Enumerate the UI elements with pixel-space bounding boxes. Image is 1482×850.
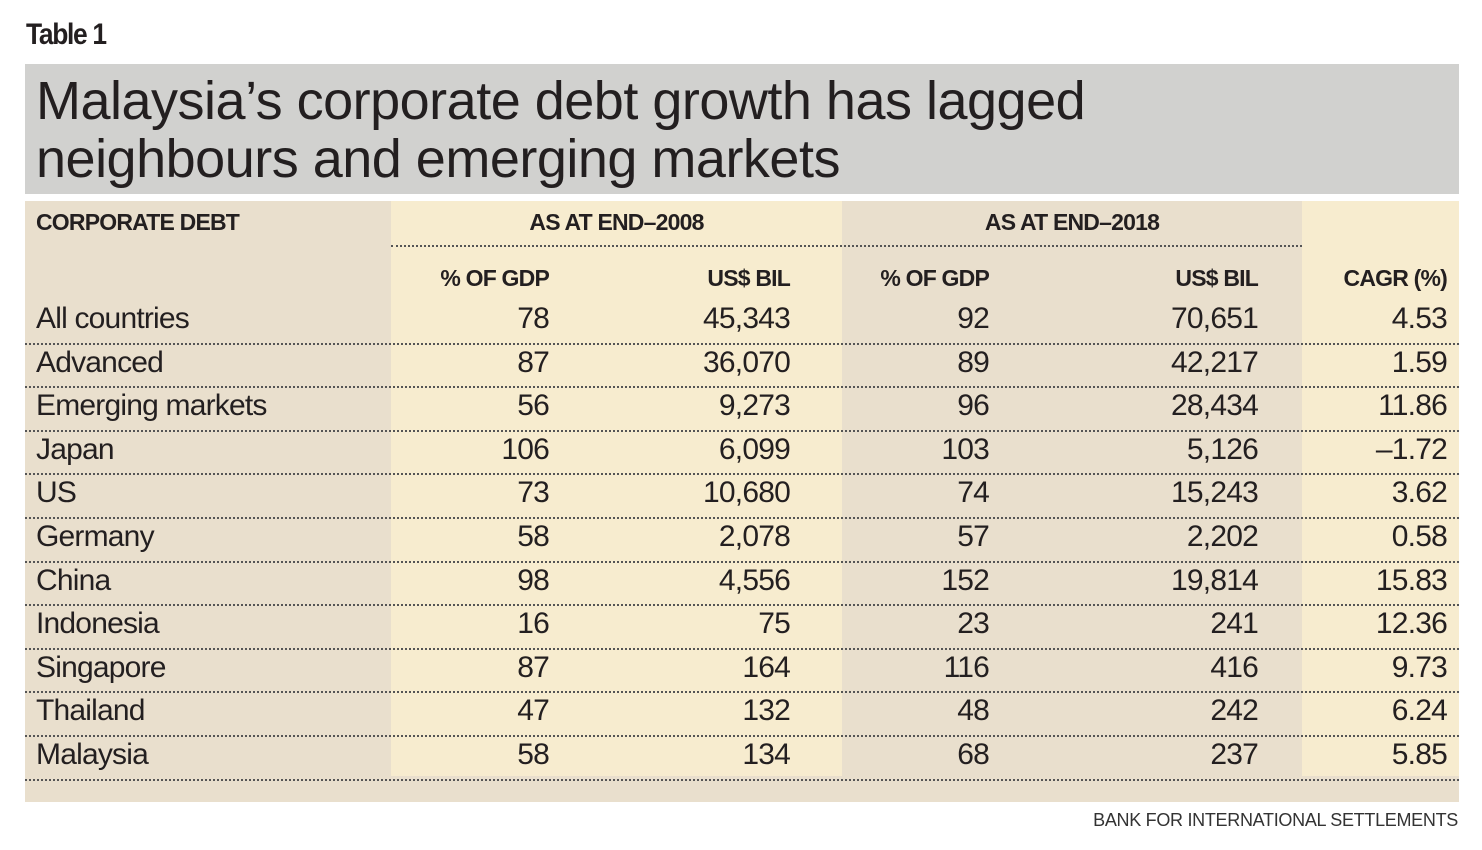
usd-2018-cell: 19,814	[1171, 563, 1259, 597]
usd-2008-cell: 4,556	[718, 563, 791, 597]
cagr-cell: 6.24	[1391, 694, 1448, 728]
title-line-1: Malaysia’s corporate debt growth has lag…	[36, 71, 1086, 131]
cagr-cell: 11.86	[1378, 389, 1448, 423]
title-line-2: neighbours and emerging markets	[36, 129, 840, 189]
table-row: US 73 10,680 74 15,243 3.62	[25, 473, 1459, 519]
gdp-2008-cell: 73	[517, 476, 550, 510]
table-row: Japan 106 6,099 103 5,126 –1.72	[25, 430, 1459, 476]
table-row: Emerging markets 56 9,273 96 28,434 11.86	[25, 386, 1459, 432]
header-usd-2008: US$ BIL	[707, 265, 790, 291]
gdp-2018-cell: 57	[957, 520, 990, 553]
cagr-cell: 9.73	[1391, 650, 1448, 684]
gdp-2008-cell: 56	[517, 389, 550, 423]
header-cagr: CAGR (%)	[1343, 265, 1448, 291]
usd-2008-cell: 9,273	[718, 389, 791, 423]
usd-2008-cell: 134	[742, 738, 790, 771]
band-2018	[842, 201, 1302, 776]
row-name-cell: Indonesia	[36, 607, 160, 641]
band-cagr	[1302, 201, 1459, 776]
gdp-2008-cell: 58	[517, 520, 550, 553]
row-name-cell: Malaysia	[36, 738, 149, 771]
gdp-2008-cell: 16	[517, 607, 550, 641]
usd-2018-cell: 5,126	[1186, 432, 1259, 466]
cagr-cell: 15.83	[1375, 563, 1448, 597]
table-row: China 98 4,556 152 19,814 15.83	[25, 561, 1459, 607]
row-name-cell: China	[36, 563, 111, 597]
table-row: All countries 78 45,343 92 70,651 4.53	[25, 299, 1459, 345]
row-name-cell: Japan	[36, 432, 115, 466]
table-title: Malaysia’s corporate debt growth has lag…	[36, 71, 1086, 189]
cagr-cell: 3.62	[1391, 476, 1448, 510]
gdp-2008-cell: 98	[517, 563, 550, 597]
data-table: CORPORATE DEBT AS AT END–2008 AS AT END–…	[25, 201, 1459, 802]
gdp-2018-cell: 23	[957, 607, 990, 641]
table-label: Table 1	[26, 18, 107, 51]
table-row: Germany 58 2,078 57 2,202 0.58	[25, 517, 1459, 563]
band-2008	[391, 201, 842, 776]
gdp-2008-cell: 47	[517, 694, 550, 728]
cagr-cell: –1.72	[1375, 432, 1448, 466]
table-row: Singapore 87 164 116 416 9.73	[25, 648, 1459, 694]
header-usd-2018: US$ BIL	[1175, 265, 1258, 291]
cagr-cell: 0.58	[1391, 520, 1448, 553]
header-corporate-debt: CORPORATE DEBT	[36, 209, 240, 235]
gdp-2008-cell: 87	[517, 345, 550, 379]
usd-2018-cell: 70,651	[1171, 302, 1259, 335]
gdp-2008-cell: 106	[501, 432, 549, 466]
usd-2018-cell: 416	[1210, 650, 1258, 684]
row-name-cell: US	[36, 476, 77, 510]
gdp-2018-cell: 116	[943, 650, 990, 684]
usd-2008-cell: 36,070	[703, 345, 791, 379]
header-gdp-2018: % OF GDP	[880, 265, 989, 291]
table-row: Advanced 87 36,070 89 42,217 1.59	[25, 343, 1459, 389]
row-name-cell: Germany	[36, 520, 155, 553]
row-name-cell: All countries	[36, 302, 190, 335]
source-credit: BANK FOR INTERNATIONAL SETTLEMENTS	[1093, 810, 1458, 830]
table-row: Indonesia 16 75 23 241 12.36	[25, 604, 1459, 650]
title-banner: Malaysia’s corporate debt growth has lag…	[25, 64, 1459, 194]
header-group-2018: AS AT END–2018	[984, 209, 1160, 235]
cagr-cell: 1.59	[1391, 345, 1448, 379]
gdp-2008-cell: 87	[517, 650, 550, 684]
group-divider	[391, 245, 1302, 247]
gdp-2018-cell: 68	[957, 738, 990, 771]
gdp-2018-cell: 96	[957, 389, 990, 423]
row-name-cell: Advanced	[36, 345, 164, 379]
table-row: Thailand 47 132 48 242 6.24	[25, 691, 1459, 737]
usd-2008-cell: 10,680	[703, 476, 791, 510]
gdp-2008-cell: 58	[517, 738, 550, 771]
header-group-2008: AS AT END–2008	[529, 209, 704, 235]
gdp-2018-cell: 89	[957, 345, 990, 379]
usd-2008-cell: 6,099	[718, 432, 791, 466]
table-row: Malaysia 58 134 68 237 5.85	[25, 735, 1459, 781]
usd-2008-cell: 45,343	[703, 302, 791, 335]
gdp-2018-cell: 152	[941, 563, 989, 597]
usd-2008-cell: 164	[742, 650, 790, 684]
row-name-cell: Thailand	[36, 694, 145, 728]
usd-2018-cell: 237	[1210, 738, 1258, 771]
gdp-2018-cell: 48	[957, 694, 990, 728]
gdp-2018-cell: 74	[957, 476, 990, 510]
usd-2018-cell: 2,202	[1186, 520, 1259, 553]
cagr-cell: 5.85	[1391, 738, 1448, 771]
usd-2008-cell: 75	[758, 607, 791, 641]
usd-2018-cell: 15,243	[1171, 476, 1259, 510]
gdp-2008-cell: 78	[517, 302, 550, 335]
gdp-2018-cell: 103	[941, 432, 989, 466]
usd-2018-cell: 242	[1210, 694, 1258, 728]
usd-2018-cell: 28,434	[1171, 389, 1259, 423]
usd-2018-cell: 42,217	[1171, 345, 1259, 379]
usd-2008-cell: 132	[742, 694, 790, 728]
usd-2018-cell: 241	[1210, 607, 1258, 641]
usd-2008-cell: 2,078	[718, 520, 791, 553]
row-name-cell: Emerging markets	[36, 389, 267, 423]
row-name-cell: Singapore	[36, 650, 166, 684]
gdp-2018-cell: 92	[957, 302, 990, 335]
cagr-cell: 4.53	[1391, 302, 1448, 335]
header-gdp-2008: % OF GDP	[440, 265, 549, 291]
cagr-cell: 12.36	[1375, 607, 1448, 641]
